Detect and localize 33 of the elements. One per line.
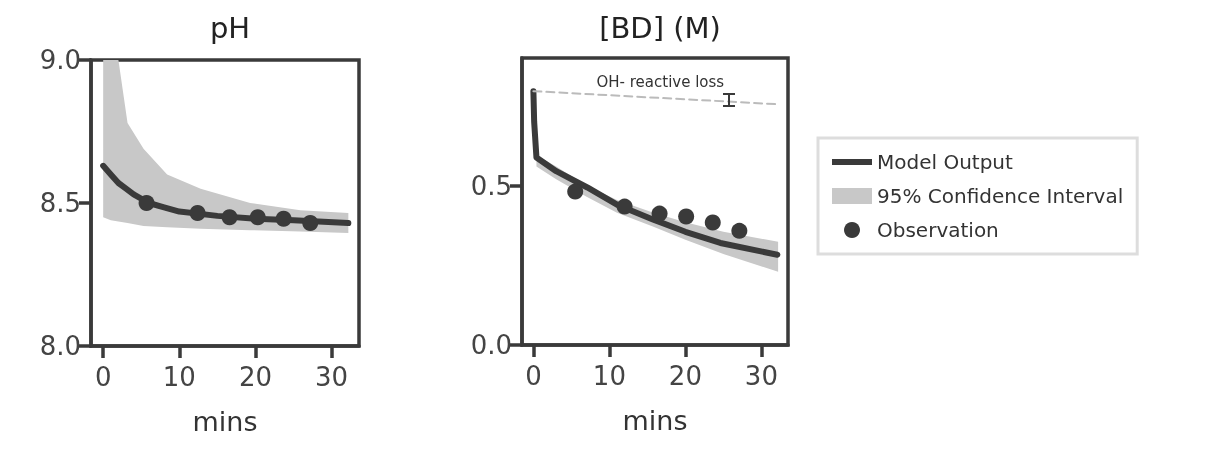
point bbox=[138, 195, 155, 211]
annotation: OH- reactive loss bbox=[596, 73, 725, 91]
x-tick-label: 0 bbox=[525, 361, 542, 391]
point bbox=[678, 208, 695, 225]
x-axis-title: mins bbox=[192, 406, 258, 437]
x-tick-label: 20 bbox=[238, 362, 272, 392]
x-tick-label: 20 bbox=[668, 361, 702, 391]
legend-label: Model Output bbox=[877, 150, 1014, 174]
point bbox=[249, 209, 266, 226]
y-tick-label: 9.0 bbox=[39, 45, 81, 75]
y-tick-label: 0.0 bbox=[470, 330, 512, 360]
point bbox=[275, 210, 292, 227]
point bbox=[302, 215, 319, 232]
y-tick-label: 8.5 bbox=[39, 188, 81, 218]
point bbox=[221, 209, 238, 226]
point bbox=[616, 198, 633, 215]
point bbox=[731, 222, 748, 239]
y-tick-label: 8.0 bbox=[39, 331, 81, 361]
chart-title: pH bbox=[209, 10, 251, 45]
x-tick-label: 30 bbox=[315, 362, 349, 392]
point bbox=[651, 205, 668, 222]
x-tick-label: 0 bbox=[94, 362, 112, 392]
y-tick-label: 0.5 bbox=[470, 170, 512, 201]
chart-title: [BD] (M) bbox=[599, 10, 721, 45]
legend-label: Observation bbox=[877, 218, 999, 242]
point bbox=[189, 205, 206, 222]
x-tick-label: 30 bbox=[744, 361, 778, 391]
x-axis-title: mins bbox=[622, 405, 688, 436]
x-tick-label: 10 bbox=[592, 361, 626, 391]
legend-label: 95% Confidence Interval bbox=[877, 184, 1124, 208]
x-tick-label: 10 bbox=[162, 362, 196, 392]
point bbox=[704, 214, 721, 231]
point bbox=[567, 183, 584, 200]
